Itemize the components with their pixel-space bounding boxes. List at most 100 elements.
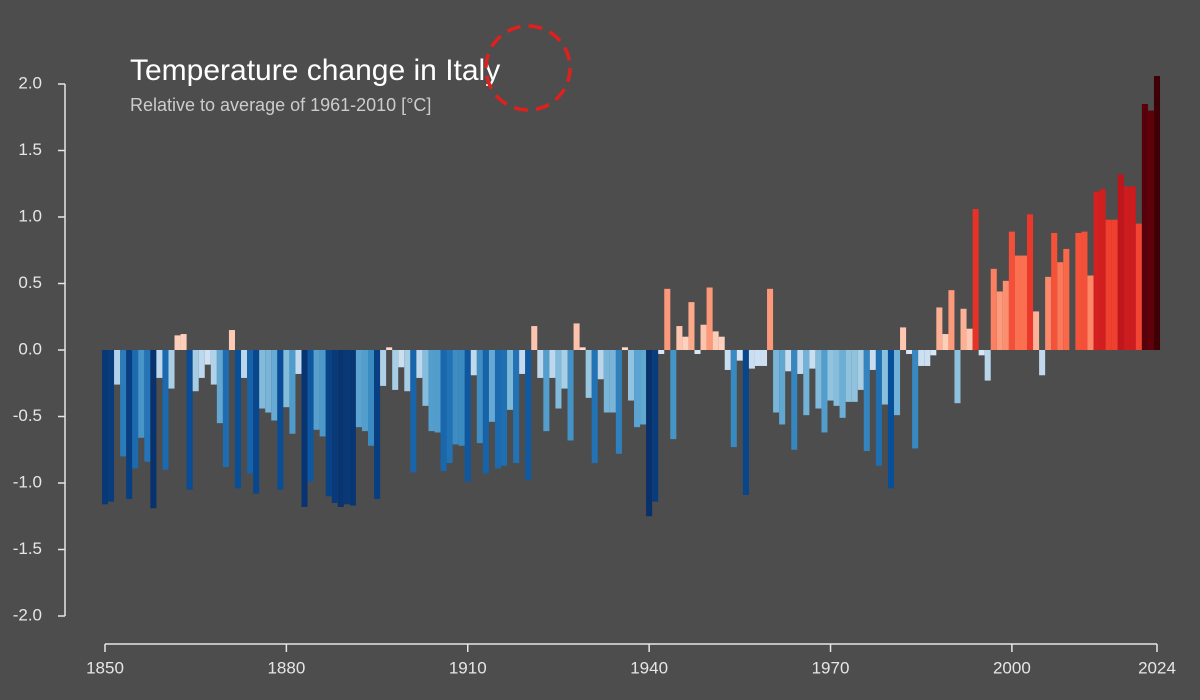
bar (138, 350, 145, 438)
bar (930, 350, 937, 356)
bar (295, 350, 302, 374)
bar (615, 350, 622, 454)
bar (640, 350, 647, 425)
bar (948, 290, 955, 350)
bar (857, 350, 864, 390)
bar (228, 330, 235, 350)
bar (712, 331, 719, 350)
y-tick-label: -1.5 (13, 539, 42, 558)
bar (942, 334, 949, 350)
bar (621, 347, 628, 350)
bar (404, 350, 411, 392)
bar (573, 323, 580, 350)
bar (1075, 232, 1082, 350)
bar (204, 350, 211, 365)
bar (101, 350, 109, 505)
bar (785, 350, 792, 372)
bar (960, 308, 967, 350)
bar (658, 350, 665, 354)
bar (301, 350, 308, 507)
bar (410, 350, 417, 473)
x-tick-label: 1850 (86, 658, 124, 677)
bar (990, 268, 997, 350)
y-tick-label: -0.5 (13, 406, 42, 425)
bar (1117, 174, 1124, 350)
bar (682, 336, 689, 350)
bar (192, 350, 199, 392)
bar (652, 350, 659, 502)
bar (186, 350, 193, 490)
bar (1093, 191, 1100, 350)
bar (646, 350, 653, 517)
bar (440, 350, 447, 472)
bar (241, 350, 248, 378)
bar (827, 350, 834, 401)
bar (482, 350, 489, 474)
bar (446, 350, 453, 464)
bar (881, 350, 888, 405)
bar (869, 350, 876, 370)
bar (833, 350, 840, 406)
bar (519, 350, 526, 374)
y-tick-label: -1.0 (13, 472, 42, 491)
bar (277, 350, 284, 490)
bar (325, 350, 332, 497)
bar (337, 350, 344, 507)
bar (754, 350, 761, 366)
y-tick-label: 1.5 (18, 140, 42, 159)
bar (954, 350, 961, 404)
bar (809, 350, 816, 369)
bar (585, 350, 592, 398)
bar (156, 350, 163, 378)
x-tick-label: 1940 (630, 658, 668, 677)
bar (513, 350, 520, 464)
bar (271, 350, 278, 421)
bar (422, 350, 429, 406)
bar (549, 350, 556, 378)
bar (507, 350, 514, 410)
bar (108, 350, 115, 502)
bar (174, 335, 181, 350)
bar (114, 350, 121, 385)
bar (162, 350, 169, 470)
bar (839, 350, 846, 418)
bar (210, 350, 217, 385)
bar (283, 350, 290, 408)
highlight-circle (484, 24, 572, 112)
bar (561, 350, 568, 389)
bar (537, 350, 544, 378)
bar (1002, 280, 1009, 350)
bar (434, 350, 441, 433)
bar (1141, 103, 1148, 350)
bar (494, 350, 502, 469)
bar (120, 350, 127, 457)
bar (609, 350, 616, 413)
bar (319, 350, 326, 437)
bar (597, 350, 604, 380)
y-tick-label: 0.5 (18, 273, 42, 292)
bar (216, 350, 223, 424)
bar (168, 350, 175, 389)
bar (368, 350, 375, 446)
bar (1057, 262, 1064, 350)
x-tick-label: 1880 (267, 658, 305, 677)
bar (912, 350, 919, 449)
bar (567, 350, 574, 441)
bar (718, 336, 725, 350)
bar (688, 302, 695, 350)
bar (1129, 186, 1136, 350)
bar (1135, 223, 1142, 350)
bar (1027, 214, 1034, 350)
bar (132, 350, 139, 469)
bar (1111, 219, 1118, 350)
bar (670, 350, 677, 440)
bar (797, 350, 804, 374)
bar (416, 350, 423, 378)
bar (307, 350, 314, 482)
bar (803, 350, 810, 416)
bar (972, 209, 979, 350)
bar (815, 350, 822, 409)
bar (234, 350, 242, 489)
bar (863, 350, 870, 452)
